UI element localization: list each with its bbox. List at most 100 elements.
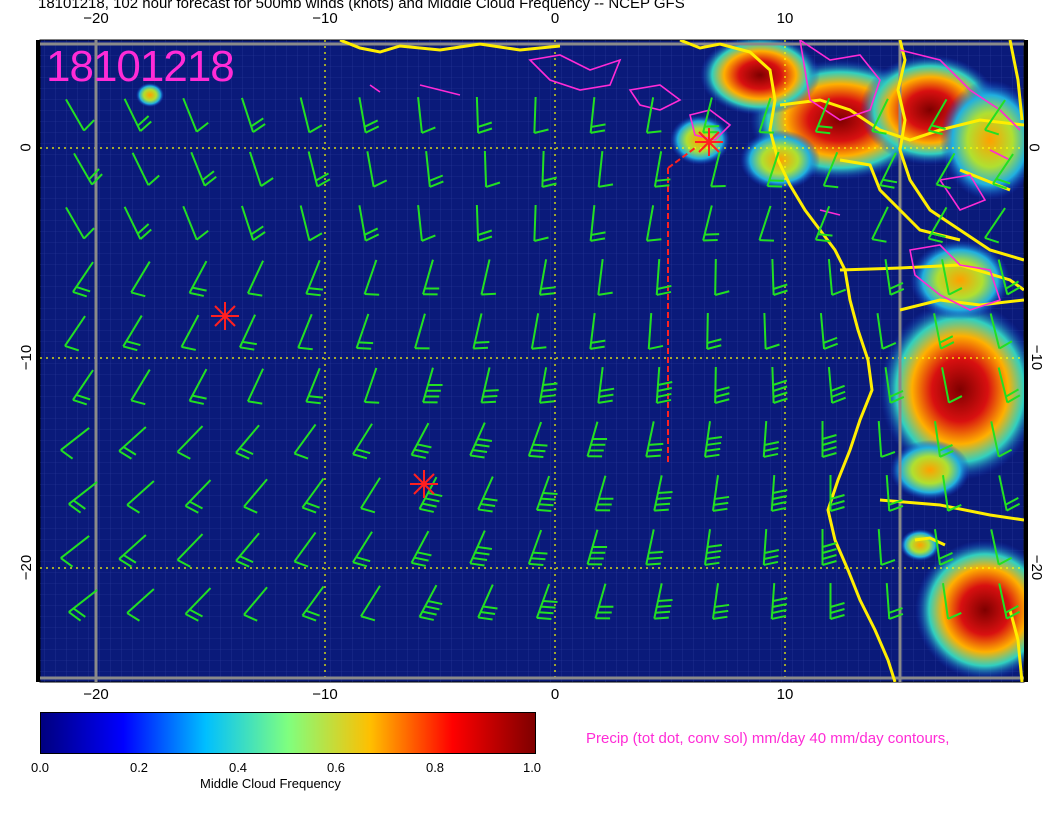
wind-barb bbox=[472, 313, 490, 350]
y-tick-right: −10 bbox=[1028, 344, 1046, 371]
colorbar-label: Middle Cloud Frequency bbox=[200, 776, 341, 791]
wind-barb bbox=[418, 476, 443, 513]
wind-barb bbox=[305, 259, 324, 297]
wind-barb bbox=[655, 258, 672, 296]
wind-barb bbox=[589, 96, 606, 134]
map-title: 18101218, 102 hour forecast for 500mb wi… bbox=[38, 0, 685, 12]
wind-barb bbox=[363, 259, 380, 296]
wind-barb bbox=[927, 206, 948, 244]
wind-barb bbox=[243, 478, 268, 514]
cloud-frequency-field bbox=[136, 40, 1024, 680]
wind-barb bbox=[301, 477, 325, 514]
marker-star bbox=[695, 128, 723, 156]
colorbar-tick: 0.4 bbox=[228, 760, 248, 775]
wind-barb bbox=[469, 530, 493, 567]
wind-barb bbox=[293, 423, 317, 460]
wind-barb bbox=[184, 587, 212, 622]
wind-barb bbox=[358, 97, 380, 134]
wind-barb bbox=[190, 151, 217, 187]
wind-barb bbox=[885, 582, 904, 620]
wind-barb bbox=[123, 98, 152, 132]
wind-barb bbox=[122, 315, 143, 352]
wind-barb bbox=[770, 582, 788, 620]
wind-barb bbox=[984, 99, 1006, 136]
wind-barb bbox=[480, 259, 497, 296]
graticule bbox=[40, 40, 1024, 682]
map-plot bbox=[36, 39, 1028, 683]
wind-barb bbox=[246, 368, 265, 405]
wind-barb bbox=[246, 260, 265, 297]
x-tick-top: 0 bbox=[550, 10, 560, 27]
wind-barb bbox=[762, 420, 780, 458]
wind-barb bbox=[533, 96, 549, 134]
colorbar-tick: 0.8 bbox=[425, 760, 445, 775]
wind-barb bbox=[763, 312, 780, 350]
wind-barb bbox=[597, 259, 613, 296]
wind-barb bbox=[704, 421, 723, 458]
wind-barb bbox=[299, 97, 323, 134]
wind-barb bbox=[935, 152, 956, 190]
wind-barb bbox=[989, 313, 1013, 350]
wind-barb bbox=[827, 366, 847, 404]
wind-barb bbox=[533, 204, 549, 242]
wind-barb bbox=[990, 529, 1013, 566]
wind-barb bbox=[130, 369, 151, 406]
wind-barb bbox=[758, 205, 775, 242]
wind-barb bbox=[997, 367, 1021, 404]
wind-barb bbox=[360, 477, 381, 514]
wind-barb bbox=[538, 259, 556, 296]
wind-barb bbox=[297, 313, 313, 351]
wind-barb bbox=[942, 583, 962, 620]
wind-barb bbox=[770, 474, 788, 512]
wind-barb bbox=[876, 313, 897, 350]
colorbar-tick: 0.6 bbox=[326, 760, 346, 775]
wind-barb bbox=[942, 475, 962, 512]
precip-contours bbox=[369, 40, 1021, 311]
wind-barb bbox=[997, 259, 1021, 296]
colorbar-tick: 0.0 bbox=[30, 760, 50, 775]
wind-barb bbox=[293, 531, 317, 568]
wind-barb bbox=[118, 426, 147, 460]
wind-barb bbox=[538, 367, 558, 404]
wind-barb bbox=[352, 531, 373, 568]
wind-barb bbox=[594, 475, 614, 512]
marker-star bbox=[211, 302, 239, 330]
wind-barb bbox=[821, 529, 837, 566]
wind-barb bbox=[65, 206, 95, 240]
y-tick-left: 0 bbox=[17, 143, 35, 152]
wind-barb bbox=[712, 583, 730, 620]
wind-barb bbox=[235, 424, 260, 460]
wind-barb bbox=[184, 479, 212, 514]
wind-barb bbox=[762, 528, 780, 566]
wind-barb bbox=[477, 476, 498, 513]
wind-barb bbox=[877, 528, 896, 566]
wind-barb bbox=[589, 204, 606, 242]
wind-barb bbox=[704, 529, 723, 566]
wind-barb bbox=[414, 313, 430, 350]
wind-barb bbox=[829, 583, 845, 620]
storm-markers bbox=[211, 128, 723, 498]
x-tick-bottom: −20 bbox=[83, 686, 109, 703]
x-tick-bottom: −10 bbox=[312, 686, 338, 703]
wind-barb bbox=[238, 314, 257, 351]
wind-barb bbox=[771, 366, 788, 404]
wind-barb bbox=[653, 583, 673, 620]
wind-barb bbox=[594, 583, 614, 620]
wind-barb bbox=[998, 475, 1021, 512]
wind-barb bbox=[992, 153, 1014, 190]
wind-barb bbox=[710, 151, 726, 188]
wind-barb bbox=[118, 534, 147, 568]
wind-barb bbox=[73, 152, 103, 186]
wind-barb bbox=[586, 529, 608, 566]
wind-barb bbox=[647, 312, 664, 350]
wind-barb bbox=[188, 260, 208, 297]
wind-barb bbox=[885, 474, 904, 512]
wind-barb bbox=[475, 96, 493, 134]
wind-barb bbox=[527, 529, 548, 566]
wind-barb bbox=[243, 586, 268, 622]
wind-barb bbox=[355, 313, 374, 350]
wind-barb bbox=[126, 588, 155, 622]
wind-barb bbox=[131, 152, 160, 186]
wind-barb bbox=[541, 150, 557, 188]
wind-barb bbox=[68, 481, 98, 514]
